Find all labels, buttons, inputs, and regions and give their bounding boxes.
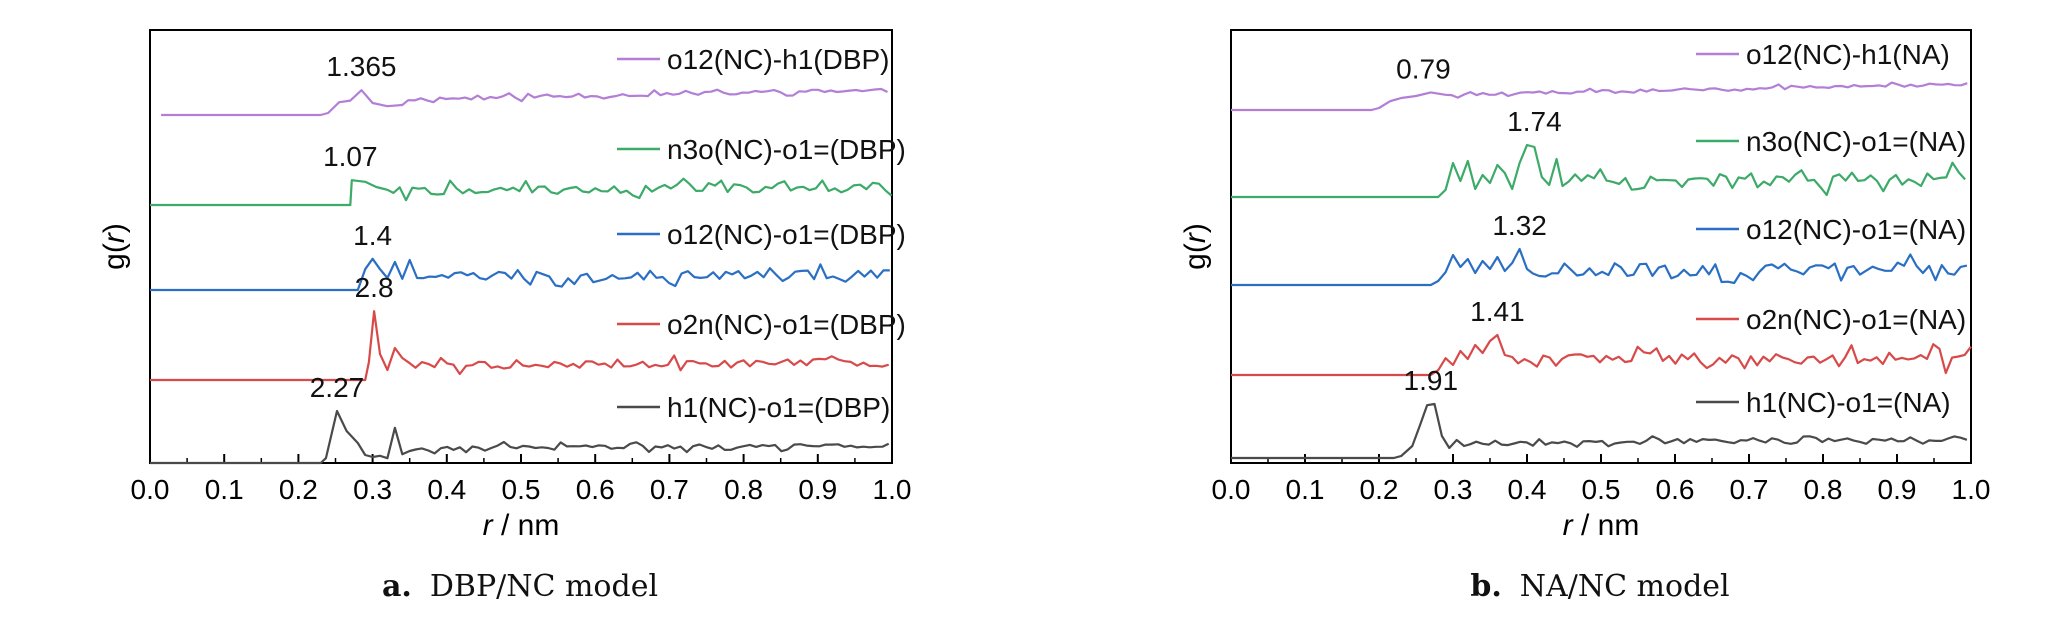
y-axis-label: g(r) [1179, 223, 1212, 270]
x-tick-label: 0.7 [650, 474, 689, 505]
legend-label: o12(NC)-h1(DBP) [667, 44, 890, 75]
x-tick-label: 0.9 [798, 474, 837, 505]
x-tick-label: 0.7 [1730, 474, 1769, 505]
x-tick-label: 0.6 [1656, 474, 1695, 505]
panel-caption: a. DBP/NC model [382, 569, 658, 604]
panel-caption: b. NA/NC model [1470, 569, 1729, 604]
peak-label: 1.365 [326, 51, 396, 82]
series-line [150, 409, 890, 465]
series-line [150, 310, 890, 382]
series-line [161, 87, 888, 117]
x-axis-label: r / nm [1563, 509, 1640, 542]
peak-label: 0.79 [1396, 53, 1451, 84]
legend-label: o12(NC)-h1(NA) [1746, 39, 1950, 70]
x-tick-label: 0.3 [1434, 474, 1473, 505]
peak-label: 1.32 [1492, 210, 1547, 241]
x-tick-label: 0.5 [502, 474, 541, 505]
x-tick-label: 1.0 [1952, 474, 1991, 505]
x-tick-label: 0.3 [353, 474, 392, 505]
legend-label: n3o(NC)-o1=(DBP) [667, 134, 906, 165]
x-tick-label: 0.5 [1582, 474, 1621, 505]
peak-label: 1.4 [353, 220, 392, 251]
legend-label: h1(NC)-o1=(DBP) [667, 392, 890, 423]
peak-label: 1.41 [1470, 296, 1525, 327]
legend-label: h1(NC)-o1=(NA) [1746, 387, 1951, 418]
x-tick-label: 0.0 [1212, 474, 1251, 505]
legend-label: o2n(NC)-o1=(DBP) [667, 309, 906, 340]
x-tick-label: 0.0 [131, 474, 170, 505]
x-tick-label: 0.4 [1508, 474, 1547, 505]
peak-label: 1.07 [323, 141, 378, 172]
x-tick-label: 0.4 [427, 474, 466, 505]
y-axis-label: g(r) [98, 223, 131, 270]
peak-label: 2.27 [310, 372, 365, 403]
series-line [1231, 143, 1966, 199]
x-tick-label: 0.8 [1804, 474, 1843, 505]
series-line [150, 257, 890, 292]
series-line [1231, 81, 1968, 112]
legend-label: o12(NC)-o1=(DBP) [667, 219, 906, 250]
series-line [150, 177, 893, 207]
x-axis-label: r / nm [483, 509, 560, 542]
x-tick-label: 0.6 [576, 474, 615, 505]
series-line [1231, 402, 1968, 460]
chart-panel-1: 0.0 0.1 0.2 0.3 0.4 0.5 0.6 0.7 0.8 0.9 1.0 r / nm g… [98, 29, 912, 604]
peak-label: 1.74 [1507, 106, 1562, 137]
legend-label: o2n(NC)-o1=(NA) [1746, 304, 1966, 335]
x-tick-label: 0.2 [1360, 474, 1399, 505]
chart-panel-2: 0.0 0.1 0.2 0.3 0.4 0.5 0.6 0.7 0.8 0.9 1.0 r / nm g… [1179, 29, 1991, 604]
legend-label: o12(NC)-o1=(NA) [1746, 214, 1966, 245]
legend-label: n3o(NC)-o1=(NA) [1746, 126, 1966, 157]
series-line [1231, 247, 1968, 287]
peak-label: 1.91 [1404, 365, 1459, 396]
series-line [1231, 333, 1972, 377]
x-tick-label: 0.2 [279, 474, 318, 505]
x-tick-label: 0.9 [1878, 474, 1917, 505]
x-tick-label: 0.1 [1286, 474, 1325, 505]
x-tick-label: 1.0 [873, 474, 912, 505]
peak-label: 2.8 [355, 272, 394, 303]
x-tick-label: 0.1 [205, 474, 244, 505]
x-tick-label: 0.8 [724, 474, 763, 505]
